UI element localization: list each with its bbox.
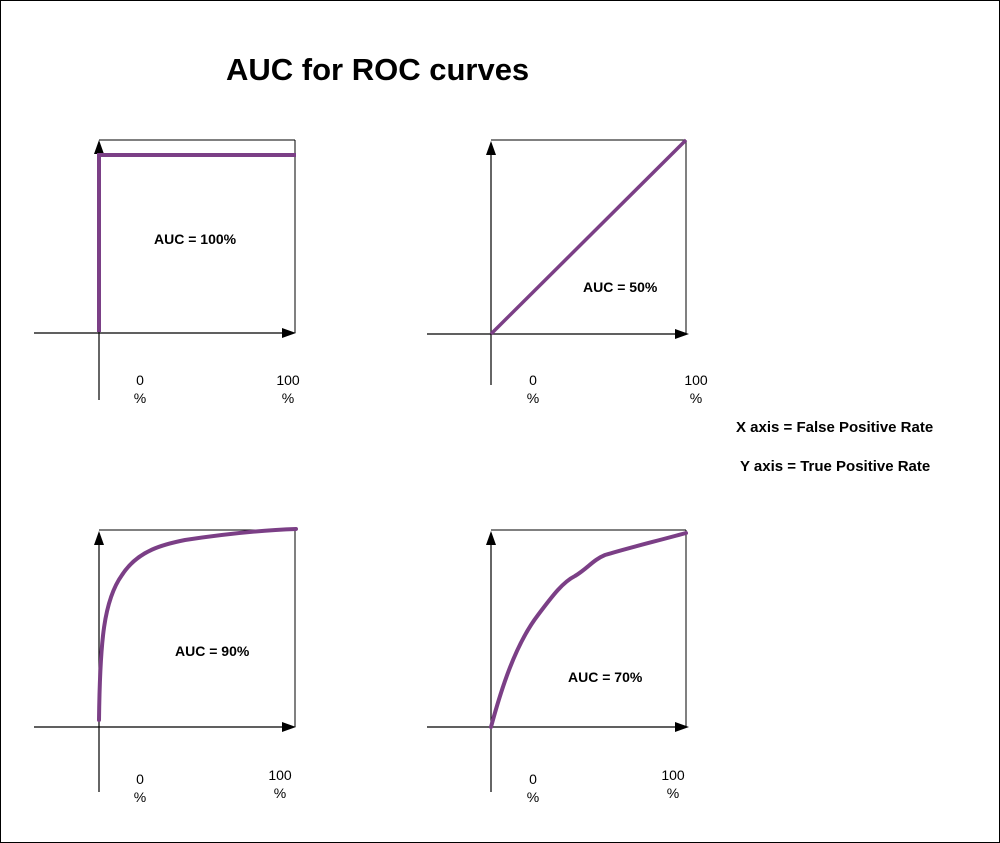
x-tick-end: 100 % — [268, 371, 308, 407]
tick-unit: % — [133, 390, 147, 406]
tick-value: 100 — [684, 372, 708, 388]
x-tick-end: 100 % — [653, 766, 693, 802]
x-tick-start: 0 % — [120, 770, 160, 806]
y-axis-arrow — [94, 531, 104, 545]
roc-curve — [97, 153, 296, 332]
auc-label: AUC = 50% — [583, 279, 658, 295]
roc-panel-good: AUC = 90% 0 % 100 % — [30, 520, 370, 820]
tick-unit: % — [273, 785, 287, 801]
roc-panel-perfect: AUC = 100% 0 % 100 % — [30, 130, 370, 430]
tick-value: 0 — [136, 771, 144, 787]
y-axis-arrow — [486, 531, 496, 545]
tick-value: 0 — [136, 372, 144, 388]
roc-curve — [489, 531, 688, 729]
x-tick-start: 0 % — [513, 371, 553, 407]
tick-unit: % — [281, 390, 295, 406]
tick-value: 100 — [276, 372, 300, 388]
tick-unit: % — [133, 789, 147, 805]
roc-curve — [97, 527, 298, 722]
x-axis-arrow — [675, 722, 689, 732]
tick-value: 100 — [268, 767, 292, 783]
roc-curve — [489, 138, 688, 336]
tick-value: 0 — [529, 771, 537, 787]
auc-label: AUC = 90% — [175, 643, 250, 659]
x-tick-start: 0 % — [513, 770, 553, 806]
y-axis-legend: Y axis = True Positive Rate — [740, 458, 931, 475]
x-axis-legend: X axis = False Positive Rate — [736, 419, 934, 436]
x-axis-arrow — [282, 722, 296, 732]
roc-panel-fair: AUC = 70% 0 % 100 % — [423, 520, 763, 820]
x-tick-end: 100 % — [260, 766, 300, 802]
x-axis-arrow — [675, 329, 689, 339]
page-title: AUC for ROC curves — [226, 52, 530, 87]
tick-unit: % — [689, 390, 703, 406]
auc-label: AUC = 100% — [154, 231, 237, 247]
y-axis-arrow — [94, 140, 104, 154]
tick-unit: % — [666, 785, 680, 801]
tick-unit: % — [526, 390, 540, 406]
auc-label: AUC = 70% — [568, 669, 643, 685]
roc-plot-fair — [427, 529, 689, 792]
tick-unit: % — [526, 789, 540, 805]
x-axis-arrow — [282, 328, 296, 338]
tick-value: 0 — [529, 372, 537, 388]
roc-plot-perfect — [34, 139, 296, 400]
y-axis-arrow — [486, 141, 496, 155]
roc-plot-good — [34, 527, 298, 792]
roc-panel-random: AUC = 50% 0 % 100 % — [423, 130, 763, 430]
x-tick-end: 100 % — [676, 371, 716, 407]
tick-value: 100 — [661, 767, 685, 783]
roc-plot-random — [427, 138, 689, 385]
x-tick-start: 0 % — [120, 371, 160, 407]
